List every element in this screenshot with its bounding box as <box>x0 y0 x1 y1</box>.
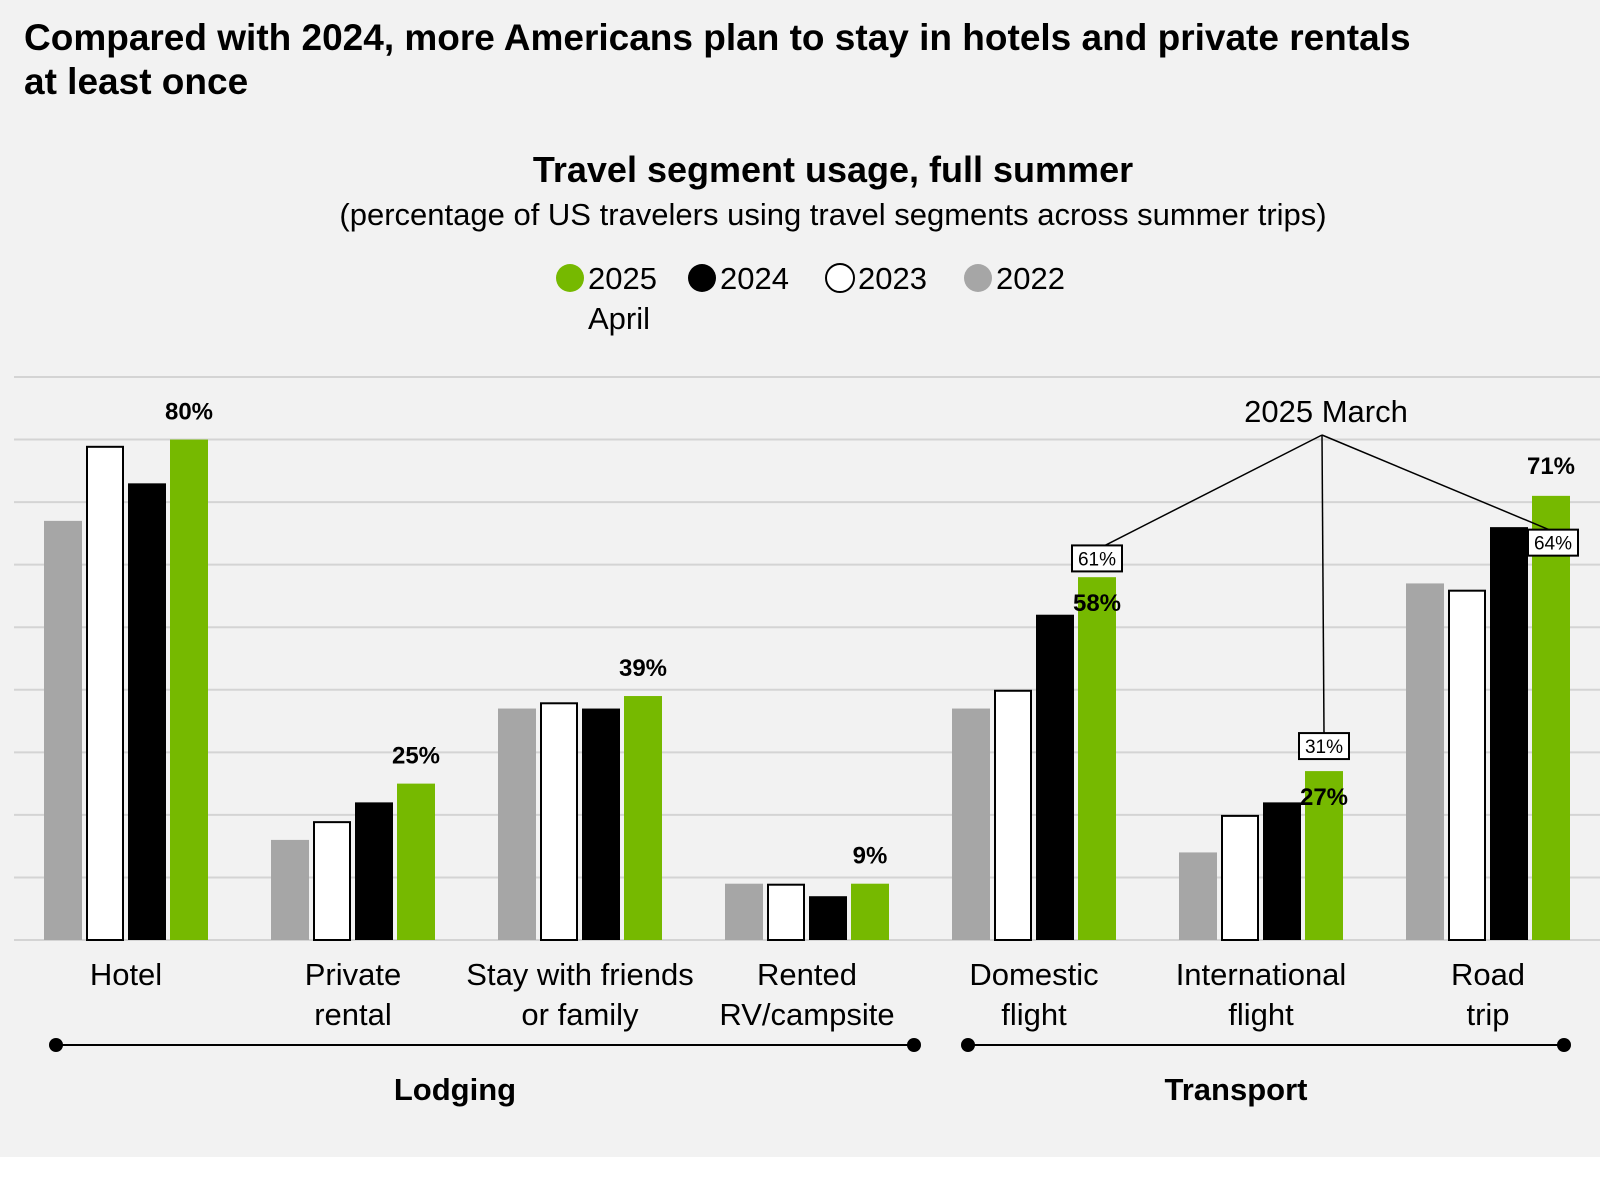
bar-2023-0 <box>86 445 124 941</box>
legend-swatch-2024 <box>688 264 716 292</box>
march-value-box-1 <box>1298 732 1350 761</box>
bar-2024-1 <box>355 802 393 940</box>
category-label-1: rental <box>314 997 392 1032</box>
bar-2025-April-4 <box>1078 577 1116 940</box>
bar-2024-3 <box>809 896 847 940</box>
group-dot <box>1557 1038 1571 1052</box>
bar-2024-4 <box>1036 614 1074 940</box>
gridlines <box>14 376 1600 941</box>
bar-2022-4 <box>952 708 990 940</box>
value-label-4: 58% <box>1073 590 1121 617</box>
legend-swatch-2023 <box>825 263 855 293</box>
march-leader-line-1 <box>1321 434 1325 734</box>
legend-label-2023: 2023 <box>858 261 927 296</box>
group-label-lodging: Lodging <box>394 1072 516 1107</box>
group-brackets: Lodging Transport <box>49 1038 1571 1107</box>
legend-swatch-2025 <box>556 264 584 292</box>
bar-2025-April-5 <box>1305 771 1343 940</box>
legend-sublabel: April <box>588 301 650 336</box>
bar-2024-5 <box>1263 802 1301 940</box>
bar-2022-1 <box>271 839 309 940</box>
category-label-4: Domestic <box>969 957 1098 992</box>
value-label-5: 27% <box>1300 784 1348 811</box>
bar-2025-April-1 <box>397 783 435 940</box>
legend-swatch-2022 <box>964 264 992 292</box>
bar-2025-April-2 <box>624 696 662 940</box>
bar-2023-5 <box>1221 814 1259 942</box>
bar-2022-2 <box>498 708 536 940</box>
chart-title: Travel segment usage, full summer <box>533 149 1133 190</box>
bar-2024-6 <box>1490 527 1528 940</box>
value-label-1: 25% <box>392 743 440 770</box>
category-label-6: Road <box>1451 957 1525 992</box>
march-value-1: 31% <box>1305 737 1343 758</box>
category-label-5: International <box>1176 957 1347 992</box>
march-value-box-2 <box>1527 528 1579 557</box>
category-label-2: Stay with friends <box>466 957 693 992</box>
category-label-3: Rented <box>757 957 857 992</box>
legend-label-2022: 2022 <box>996 261 1065 296</box>
bar-2023-6 <box>1448 589 1486 941</box>
bar-2025-April-6 <box>1532 495 1570 940</box>
group-dot <box>907 1038 921 1052</box>
bar-2023-2 <box>540 702 578 941</box>
bar-2022-5 <box>1179 852 1217 940</box>
category-label-2: or family <box>521 997 639 1032</box>
category-label-0: Hotel <box>90 957 162 992</box>
bar-2025-April-0 <box>170 439 208 940</box>
value-label-2: 39% <box>619 655 667 682</box>
legend-label-2024: 2024 <box>720 261 789 296</box>
value-labels: 80% 25% 39% 9% 58% 27% 71% <box>165 399 1575 870</box>
march-leader-line-2 <box>1321 434 1550 531</box>
chart-subtitle: (percentage of US travelers using travel… <box>339 197 1326 232</box>
march-value-0: 61% <box>1078 549 1116 570</box>
bar-2025-April-3 <box>851 883 889 940</box>
bar-2023-4 <box>994 689 1032 941</box>
bar-2024-0 <box>128 483 166 940</box>
march-annotation: 2025 March 61% 31% 64% <box>1071 394 1579 761</box>
legend-label-2025: 2025 <box>588 261 657 296</box>
march-leader-line-0 <box>1104 434 1323 547</box>
value-label-0: 80% <box>165 399 213 426</box>
group-label-transport: Transport <box>1165 1072 1308 1107</box>
bar-2023-3 <box>767 883 805 942</box>
value-label-3: 9% <box>853 843 888 870</box>
category-label-1: Private <box>305 957 401 992</box>
bar-2024-2 <box>582 708 620 940</box>
category-label-6: trip <box>1466 997 1509 1032</box>
bar-2022-6 <box>1406 583 1444 940</box>
bar-2022-0 <box>44 520 82 940</box>
group-dot <box>961 1038 975 1052</box>
category-label-3: RV/campsite <box>719 997 894 1032</box>
legend: 2025 April 2024 2023 2022 <box>556 261 1065 336</box>
bars <box>44 439 1570 942</box>
value-label-6: 71% <box>1527 453 1575 480</box>
group-dot <box>49 1038 63 1052</box>
bar-2023-1 <box>313 821 351 942</box>
category-label-4: flight <box>1001 997 1067 1032</box>
march-label: 2025 March <box>1244 394 1408 429</box>
category-axis: Hotel Private rental Stay with friends or fa… <box>90 957 1525 1032</box>
march-value-box-0 <box>1071 544 1123 573</box>
bar-2022-3 <box>725 883 763 940</box>
category-label-5: flight <box>1228 997 1294 1032</box>
march-value-2: 64% <box>1534 534 1572 555</box>
headline: Compared with 2024, more Americans plan … <box>24 17 1411 102</box>
